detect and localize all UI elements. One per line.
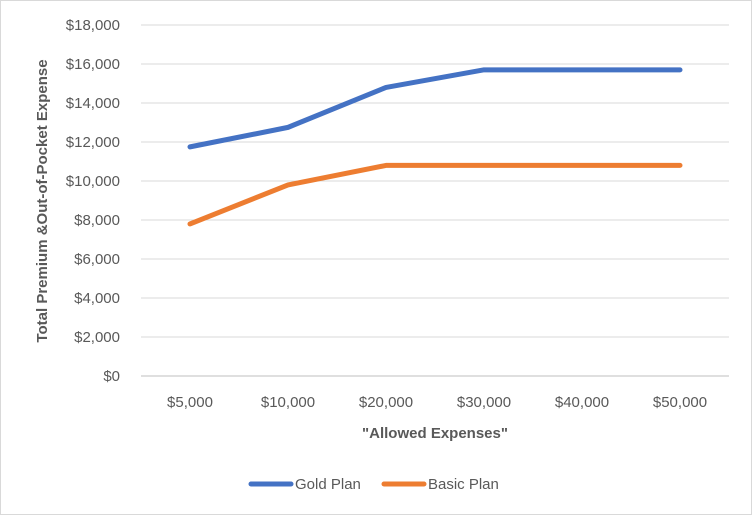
x-tick-label: $30,000 [457, 394, 511, 411]
legend-label-gold-plan: Gold Plan [295, 476, 361, 493]
y-axis-title: Total Premium &Out-of-Pocket Expense [34, 59, 51, 342]
series-line-gold-plan [187, 67, 683, 150]
gridlines [141, 24, 729, 377]
series-lines [187, 67, 683, 227]
y-tick-label: $10,000 [66, 173, 120, 190]
y-tick-label: $12,000 [66, 134, 120, 151]
y-tick-label: $0 [103, 368, 120, 385]
legend-label-basic-plan: Basic Plan [428, 476, 499, 493]
y-tick-label: $18,000 [66, 17, 120, 34]
y-tick-label: $16,000 [66, 56, 120, 73]
y-tick-label: $14,000 [66, 95, 120, 112]
y-tick-label: $2,000 [74, 329, 120, 346]
x-tick-label: $40,000 [555, 394, 609, 411]
series-line-basic-plan [187, 162, 683, 227]
x-tick-label: $10,000 [261, 394, 315, 411]
x-axis-ticks: $5,000 $10,000 $20,000 $30,000 $40,000 $50,00… [167, 394, 707, 411]
x-tick-label: $50,000 [653, 394, 707, 411]
x-tick-label: $20,000 [359, 394, 413, 411]
y-tick-label: $4,000 [74, 290, 120, 307]
y-axis-ticks: $0 $2,000 $4,000 $6,000 $8,000 $10,000 $12,000… [66, 17, 120, 385]
x-tick-label: $5,000 [167, 394, 213, 411]
y-tick-label: $8,000 [74, 212, 120, 229]
legend: Gold Plan Basic Plan [248, 476, 499, 493]
x-axis-title: "Allowed Expenses" [362, 425, 508, 442]
y-tick-label: $6,000 [74, 251, 120, 268]
